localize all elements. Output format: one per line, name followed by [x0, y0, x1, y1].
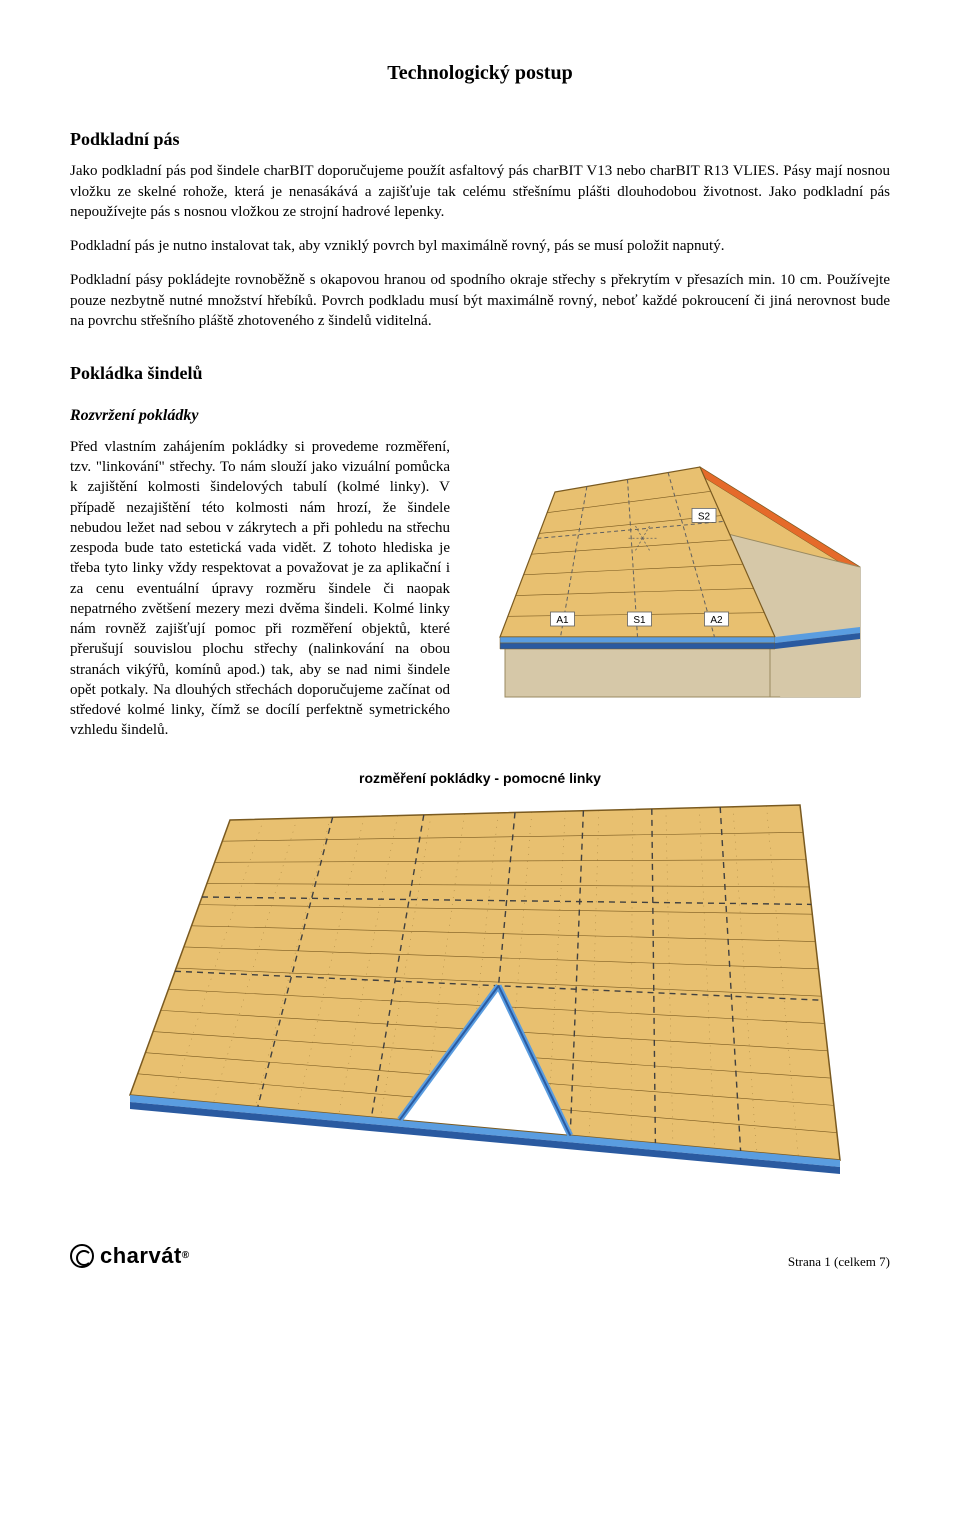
logo-charvat: charvát ® — [70, 1241, 190, 1271]
svg-text:rozměření pokládky - pomocné l: rozměření pokládky - pomocné linky — [359, 770, 601, 786]
logo-reg-icon: ® — [182, 1249, 190, 1263]
subsection-heading: Rozvržení pokládky — [70, 405, 890, 427]
paragraph-3: Podkladní pásy pokládejte rovnoběžně s o… — [70, 270, 890, 331]
svg-text:S1: S1 — [633, 615, 646, 626]
section1-heading: Podkladní pás — [70, 127, 890, 151]
paragraph-1: Jako podkladní pás pod šindele charBIT d… — [70, 161, 890, 222]
figure-roof-linking: A1 S1 A2 S2 — [470, 437, 890, 733]
svg-text:A1: A1 — [556, 615, 569, 626]
logo-text: charvát — [100, 1241, 182, 1271]
section2-heading: Pokládka šindelů — [70, 361, 890, 385]
doc-title: Technologický postup — [70, 60, 890, 87]
page-number: Strana 1 (celkem 7) — [788, 1253, 890, 1271]
logo-swirl-icon — [70, 1244, 94, 1268]
figure-layout-lines: rozměření pokládky - pomocné linky — [70, 765, 890, 1191]
svg-text:A2: A2 — [710, 615, 723, 626]
paragraph-2: Podkladní pás je nutno instalovat tak, a… — [70, 236, 890, 256]
svg-text:S2: S2 — [698, 511, 711, 522]
